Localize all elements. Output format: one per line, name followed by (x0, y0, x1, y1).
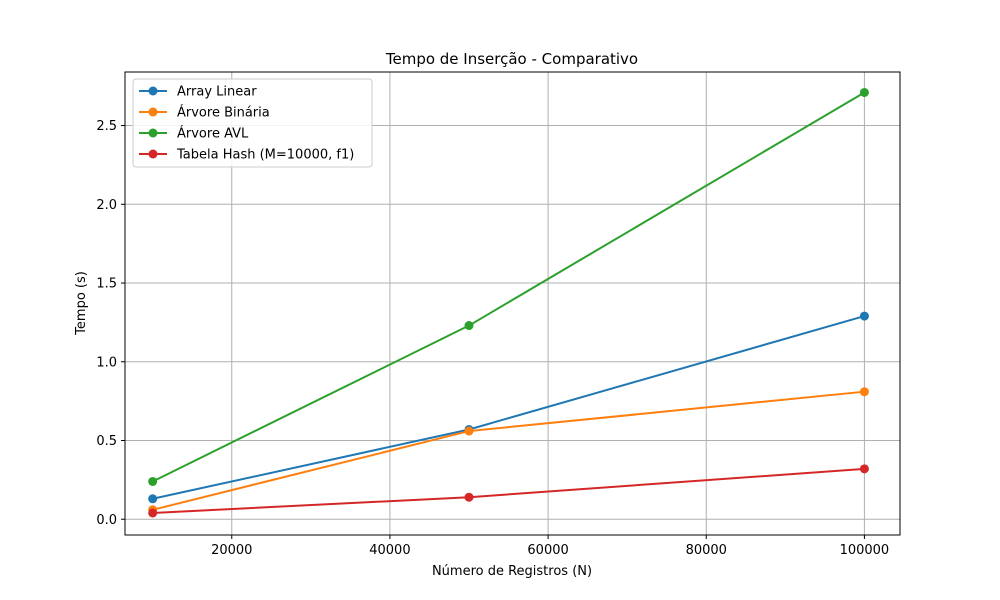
x-tick-label: 20000 (211, 543, 252, 558)
x-tick-label: 40000 (369, 543, 410, 558)
y-tick-label: 2.0 (96, 198, 117, 213)
x-axis-label: Número de Registros (N) (432, 564, 592, 579)
data-point (859, 87, 869, 97)
series-3 (148, 87, 869, 486)
legend: Array Linear Árvore Binária Árvore AVL Tabe… (132, 78, 373, 168)
grid (125, 72, 900, 535)
data-point (464, 492, 474, 502)
y-tick-label: 0.5 (96, 434, 117, 449)
data-point (464, 426, 474, 436)
legend-swatch-marker (148, 128, 158, 138)
legend-label: Árvore Binária (177, 105, 270, 121)
series-4 (148, 464, 869, 518)
series-layer (148, 87, 869, 518)
y-tick-label: 1.5 (96, 277, 117, 292)
legend-swatch-marker (148, 86, 158, 96)
legend-swatch-marker (148, 107, 158, 117)
y-tick-label: 2.5 (96, 119, 117, 134)
data-point (148, 494, 158, 504)
data-point (859, 387, 869, 397)
data-point (859, 464, 869, 474)
x-tick-label: 80000 (686, 543, 727, 558)
plot-frame (124, 71, 901, 536)
data-point (464, 321, 474, 331)
x-axis: 20000 40000 60000 80000 100000 (211, 535, 889, 558)
legend-label: Árvore AVL (177, 126, 249, 142)
chart-title: Tempo de Inserção - Comparativo (385, 50, 638, 68)
data-point (859, 311, 869, 321)
data-point (148, 508, 158, 518)
legend-swatch-marker (148, 149, 158, 159)
legend-label: Tabela Hash (M=10000, f1) (176, 148, 354, 163)
x-tick-label: 100000 (840, 543, 890, 558)
x-tick-label: 60000 (527, 543, 568, 558)
legend-box (132, 78, 373, 168)
y-tick-label: 1.0 (96, 355, 117, 370)
y-axis: 0.0 0.5 1.0 1.5 2.0 2.5 (96, 119, 125, 528)
series-2 (148, 387, 869, 515)
y-tick-label: 0.0 (96, 513, 117, 528)
legend-label: Array Linear (177, 85, 257, 100)
y-axis-label: Tempo (s) (74, 271, 89, 336)
data-point (148, 476, 158, 486)
